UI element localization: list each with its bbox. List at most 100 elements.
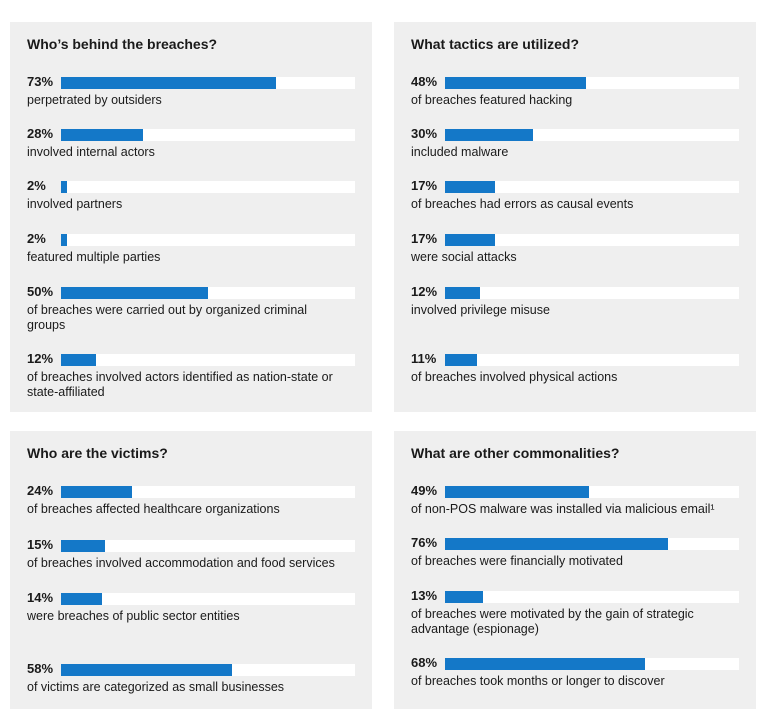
percent-value: 17% bbox=[411, 178, 438, 193]
stat-item: 2% featured multiple parties bbox=[27, 231, 355, 264]
bar bbox=[61, 287, 208, 299]
stat-label: of breaches involved physical actions bbox=[411, 370, 618, 384]
stat-item: 14% were breaches of public sector entiti… bbox=[27, 590, 355, 623]
stat-item: 2% involved partners bbox=[27, 178, 355, 211]
stat-label: of breaches were motivated by the gain o… bbox=[411, 607, 694, 636]
bar bbox=[61, 181, 67, 193]
panel-title: Who’s behind the breaches? bbox=[27, 36, 218, 52]
bar bbox=[445, 129, 534, 141]
stat-item: 12% of breaches involved actors identifie… bbox=[27, 351, 355, 399]
percent-value: 13% bbox=[411, 588, 438, 603]
percent-value: 48% bbox=[411, 74, 438, 89]
bar bbox=[61, 129, 144, 141]
percent-value: 11% bbox=[411, 351, 437, 366]
panel-title: What are other commonalities? bbox=[411, 445, 620, 461]
bar-track bbox=[61, 664, 355, 676]
percent-value: 73% bbox=[27, 74, 54, 89]
bar bbox=[445, 658, 645, 670]
bar bbox=[445, 354, 478, 366]
percent-value: 50% bbox=[27, 284, 54, 299]
commonalities-panel: What are other commonalities? 49% of non-P… bbox=[394, 431, 756, 709]
who-behind-panel: Who’s behind the breaches? 73% perpetrated… bbox=[10, 22, 372, 412]
stat-item: 48% of breaches featured hacking bbox=[411, 74, 739, 107]
bar-track bbox=[445, 354, 739, 366]
bar bbox=[445, 591, 484, 603]
bar-track bbox=[61, 234, 355, 246]
percent-value: 15% bbox=[27, 537, 54, 552]
percent-value: 12% bbox=[27, 351, 54, 366]
bar bbox=[445, 181, 495, 193]
bar bbox=[445, 77, 587, 89]
percent-value: 2% bbox=[27, 178, 46, 193]
stat-item: 30% included malware bbox=[411, 126, 739, 159]
percent-value: 2% bbox=[27, 231, 46, 246]
panel-title: What tactics are utilized? bbox=[411, 36, 580, 52]
stat-label: of breaches involved actors identified a… bbox=[27, 370, 333, 399]
percent-value: 14% bbox=[27, 590, 54, 605]
stat-label: of breaches were financially motivated bbox=[411, 554, 623, 568]
stat-label: of victims are categorized as small busi… bbox=[27, 680, 285, 694]
bar-track bbox=[445, 658, 739, 670]
bar-track bbox=[61, 354, 355, 366]
panel-title: Who are the victims? bbox=[27, 445, 168, 461]
stat-item: 49% of non-POS malware was installed via … bbox=[411, 483, 739, 516]
stat-item: 13% of breaches were motivated by the gai… bbox=[411, 588, 739, 636]
bar-track bbox=[61, 77, 355, 89]
percent-value: 58% bbox=[27, 661, 54, 676]
bar bbox=[445, 538, 669, 550]
bar-track bbox=[445, 181, 739, 193]
stat-item: 12% involved privilege misuse bbox=[411, 285, 739, 317]
bar-track bbox=[445, 538, 739, 550]
bar-track bbox=[445, 77, 739, 89]
stat-item: 50% of breaches were carried out by organ… bbox=[27, 284, 355, 332]
percent-value: 68% bbox=[411, 655, 438, 670]
stat-label: involved internal actors bbox=[27, 145, 155, 159]
bar-track bbox=[445, 234, 739, 246]
bar-track bbox=[61, 540, 355, 552]
bar-track bbox=[445, 591, 739, 603]
bar bbox=[61, 664, 232, 676]
stat-item: 17% of breaches had errors as causal even… bbox=[411, 178, 739, 211]
stat-label: were social attacks bbox=[411, 250, 517, 264]
stat-label: of breaches took months or longer to dis… bbox=[411, 674, 665, 688]
bar-track bbox=[61, 486, 355, 498]
stat-label: featured multiple parties bbox=[27, 250, 161, 264]
stat-label: perpetrated by outsiders bbox=[27, 93, 162, 107]
stat-item: 11% of breaches involved physical actions bbox=[411, 351, 739, 384]
bar-track bbox=[445, 129, 739, 141]
bar bbox=[445, 287, 481, 299]
percent-value: 17% bbox=[411, 231, 438, 246]
stat-label: of breaches featured hacking bbox=[411, 93, 573, 107]
bar-track bbox=[61, 181, 355, 193]
bar bbox=[61, 486, 132, 498]
stat-item: 68% of breaches took months or longer to … bbox=[411, 655, 739, 688]
stat-item: 17% were social attacks bbox=[411, 231, 739, 264]
bar bbox=[61, 540, 106, 552]
bar bbox=[61, 77, 276, 89]
stat-label: of non-POS malware was installed via mal… bbox=[411, 502, 715, 516]
tactics-panel: What tactics are utilized? 48% of breaches… bbox=[394, 22, 756, 412]
bar bbox=[61, 593, 103, 605]
stat-label: of breaches had errors as causal events bbox=[411, 197, 634, 211]
percent-value: 28% bbox=[27, 126, 54, 141]
percent-value: 30% bbox=[411, 126, 438, 141]
stat-item: 24% of breaches affected healthcare organ… bbox=[27, 483, 355, 516]
bar bbox=[61, 354, 97, 366]
bar bbox=[61, 234, 67, 246]
bar bbox=[445, 486, 590, 498]
stat-label: of breaches involved accommodation and f… bbox=[27, 556, 335, 570]
bar-track bbox=[61, 287, 355, 299]
stat-item: 15% of breaches involved accommodation an… bbox=[27, 537, 355, 570]
percent-value: 24% bbox=[27, 483, 54, 498]
victims-panel: Who are the victims? 24% of breaches affec… bbox=[10, 431, 372, 709]
stat-label: included malware bbox=[411, 145, 509, 159]
stat-item: 58% of victims are categorized as small b… bbox=[27, 661, 355, 694]
stat-item: 76% of breaches were financially motivate… bbox=[411, 536, 739, 568]
stat-item: 73% perpetrated by outsiders bbox=[27, 74, 355, 107]
stat-item: 28% involved internal actors bbox=[27, 126, 355, 159]
percent-value: 49% bbox=[411, 483, 438, 498]
stat-label: involved partners bbox=[27, 197, 123, 211]
bar bbox=[445, 234, 495, 246]
stat-label: of breaches affected healthcare organiza… bbox=[27, 502, 280, 516]
bar-track bbox=[61, 593, 355, 605]
